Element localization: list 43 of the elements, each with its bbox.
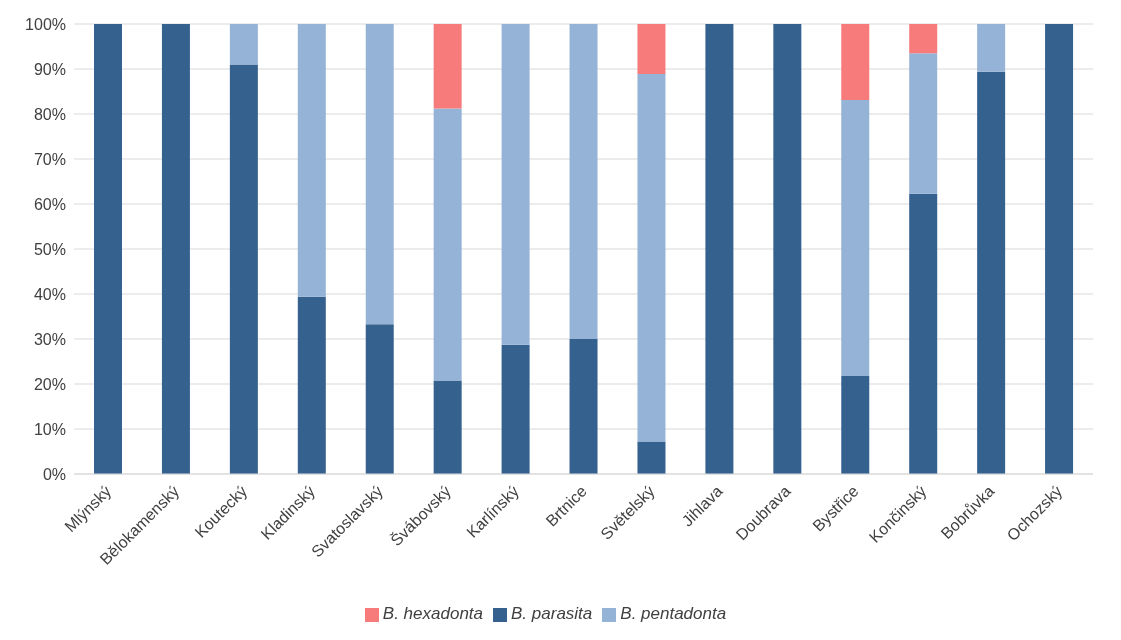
bar xyxy=(637,441,666,474)
bar xyxy=(365,324,394,474)
bar xyxy=(229,64,258,474)
bar xyxy=(229,24,258,65)
bar xyxy=(773,24,802,474)
bar xyxy=(841,24,870,101)
y-tick-label: 0% xyxy=(42,465,66,483)
bar xyxy=(501,344,530,474)
bar xyxy=(841,100,870,376)
bar xyxy=(365,24,394,325)
bar xyxy=(433,380,462,474)
y-tick-label: 60% xyxy=(33,195,66,213)
bar xyxy=(909,24,938,54)
bar xyxy=(1045,24,1074,474)
bar xyxy=(909,53,938,194)
bar xyxy=(841,375,870,474)
legend-label: B. hexadonta xyxy=(382,604,484,623)
y-tick-label: 40% xyxy=(33,285,66,303)
y-tick-label: 90% xyxy=(33,60,66,78)
bar xyxy=(909,193,938,474)
bar xyxy=(705,24,734,474)
bar xyxy=(977,71,1006,474)
bar xyxy=(433,24,462,109)
y-tick-label: 10% xyxy=(33,420,66,438)
y-tick-label: 20% xyxy=(33,375,66,393)
bar xyxy=(94,24,122,474)
bar xyxy=(297,296,326,474)
bar xyxy=(297,24,326,297)
y-tick-label: 70% xyxy=(33,150,66,168)
bar xyxy=(569,24,598,339)
bar xyxy=(569,339,598,474)
y-tick-label: 50% xyxy=(33,240,66,258)
legend-label: B. parasita xyxy=(511,604,593,623)
bar xyxy=(977,24,1006,72)
legend-label: B. pentadonta xyxy=(620,604,727,623)
bar xyxy=(501,24,530,345)
bar xyxy=(161,24,190,474)
y-tick-label: 80% xyxy=(33,105,66,123)
y-tick-label: 30% xyxy=(33,330,66,348)
bar xyxy=(637,24,666,74)
y-tick-label: 100% xyxy=(25,15,66,33)
bar xyxy=(433,108,462,381)
bar xyxy=(637,73,666,442)
